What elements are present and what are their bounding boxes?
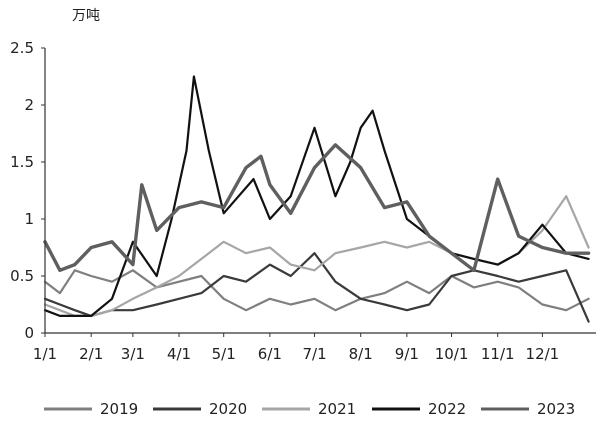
x-tick-label: 4/1 xyxy=(167,345,191,363)
y-tick-label: 0.5 xyxy=(10,267,34,285)
legend-item-2019: 2019 xyxy=(44,400,138,418)
x-tick-label: 10/1 xyxy=(435,345,469,363)
x-axis-ticks: 1/1 2/1 3/1 4/1 5/1 6/1 7/1 8/1 9/1 10/1 11/1 12/1 xyxy=(33,333,559,363)
y-axis-unit-label: 万吨 xyxy=(72,8,100,24)
legend-label: 2019 xyxy=(100,400,138,418)
legend-label: 2021 xyxy=(318,400,356,418)
legend-item-2022: 2022 xyxy=(372,400,466,418)
x-tick-label: 5/1 xyxy=(212,345,236,363)
series-lines xyxy=(43,75,591,323)
x-tick-label: 9/1 xyxy=(395,345,419,363)
x-tick-label: 6/1 xyxy=(258,345,282,363)
x-tick-label: 8/1 xyxy=(349,345,373,363)
y-tick-label: 0 xyxy=(24,324,34,342)
legend-label: 2020 xyxy=(209,400,247,418)
legend-label: 2022 xyxy=(428,400,466,418)
x-tick-label: 1/1 xyxy=(33,345,57,363)
legend-item-2023: 2023 xyxy=(481,400,575,418)
y-tick-label: 1 xyxy=(24,210,34,228)
legend: 2019 2020 2021 2022 2023 xyxy=(44,400,575,418)
legend-item-2020: 2020 xyxy=(153,400,247,418)
x-tick-label: 3/1 xyxy=(121,345,145,363)
x-tick-label: 11/1 xyxy=(481,345,515,363)
series-line-2019 xyxy=(43,269,590,312)
y-axis-ticks: 0 0.5 1 1.5 2 2.5 xyxy=(10,39,45,342)
legend-label: 2023 xyxy=(537,400,575,418)
x-tick-label: 12/1 xyxy=(526,345,560,363)
x-tick-label: 2/1 xyxy=(79,345,103,363)
x-tick-label: 7/1 xyxy=(302,345,326,363)
series-line-2023 xyxy=(43,143,591,272)
series-line-2020 xyxy=(43,252,590,323)
y-tick-label: 1.5 xyxy=(10,153,34,171)
series-line-2022 xyxy=(43,75,590,317)
y-tick-label: 2.5 xyxy=(10,39,34,57)
legend-item-2021: 2021 xyxy=(262,400,356,418)
y-tick-label: 2 xyxy=(24,96,34,114)
